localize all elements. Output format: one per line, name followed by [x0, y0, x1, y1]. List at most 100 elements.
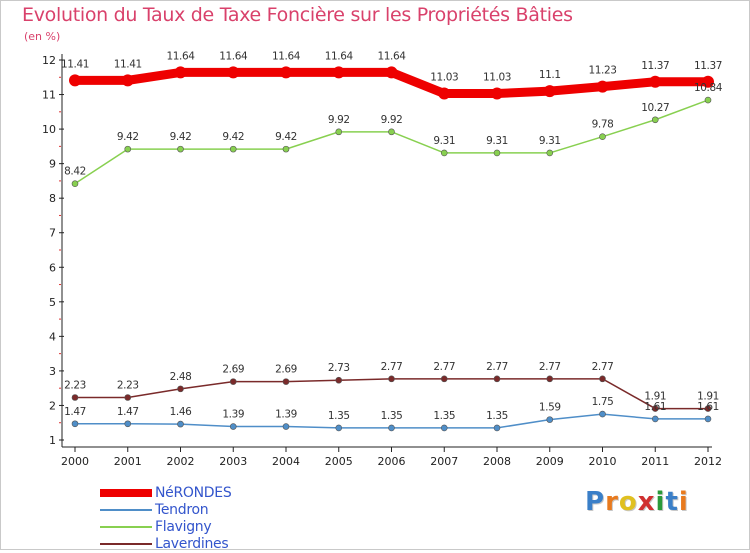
data-point: [174, 66, 187, 79]
data-label: 2.69: [275, 364, 297, 376]
data-point: [546, 375, 554, 383]
legend-swatch-nerondes: [100, 489, 152, 497]
data-label: 11.23: [588, 65, 616, 77]
data-point: [124, 420, 132, 428]
y-tick-label: 10: [42, 123, 56, 136]
data-label: 2.73: [328, 362, 350, 374]
data-label: 11.64: [272, 50, 301, 62]
y-axis-unit-label: (en %): [24, 30, 61, 43]
legend-swatch-laverdines: [100, 543, 152, 545]
data-point: [704, 415, 712, 423]
x-tick-label: 2001: [114, 455, 142, 468]
data-point: [388, 424, 395, 432]
proxiti-logo: Proxiti: [585, 487, 689, 517]
data-label: 1.35: [381, 410, 403, 422]
data-point: [599, 410, 606, 418]
data-point: [704, 96, 712, 104]
data-label: 1.39: [275, 409, 297, 421]
data-point: [388, 375, 395, 383]
x-tick-label: 2007: [430, 455, 458, 468]
data-label: 9.92: [328, 114, 350, 126]
data-label: 9.42: [170, 131, 192, 143]
logo-letter: x: [637, 487, 656, 517]
data-label: 9.31: [486, 135, 508, 147]
data-label: 11.37: [694, 60, 722, 72]
chart-title: Evolution du Taux de Taxe Foncière sur l…: [22, 4, 573, 26]
legend-swatch-flavigny: [100, 526, 152, 528]
data-point: [332, 66, 345, 79]
data-point: [649, 75, 662, 88]
y-tick-label: 9: [49, 158, 56, 171]
data-point: [335, 424, 343, 432]
data-point: [71, 394, 79, 401]
data-label: 1.35: [433, 410, 455, 422]
data-label: 11.1: [539, 69, 561, 81]
data-point: [440, 149, 448, 157]
data-point: [71, 180, 79, 187]
legend-label-nerondes: NéRONDES: [155, 485, 232, 501]
data-label: 2.48: [170, 371, 192, 383]
data-point: [280, 66, 292, 79]
data-label: 1.91: [644, 391, 666, 403]
data-label: 10.27: [641, 102, 669, 114]
data-point: [177, 385, 184, 393]
data-point: [491, 87, 503, 100]
data-label: 1.47: [117, 406, 139, 418]
data-label: 10.84: [694, 82, 723, 94]
data-point: [71, 420, 79, 428]
y-tick-label: 2: [49, 399, 56, 412]
y-tick-label: 3: [49, 365, 56, 378]
data-label: 11.37: [641, 60, 669, 72]
data-label: 11.64: [377, 50, 406, 62]
data-point: [282, 423, 290, 430]
data-point: [599, 133, 606, 140]
data-label: 2.77: [592, 361, 614, 373]
data-point: [385, 66, 398, 79]
data-label: 1.47: [64, 406, 86, 418]
logo-letter: i: [678, 487, 689, 517]
data-label: 9.78: [592, 119, 614, 131]
data-point: [335, 376, 343, 384]
x-tick-label: 2009: [536, 455, 564, 468]
y-tick-label: 4: [49, 330, 56, 343]
data-label: 8.42: [64, 166, 86, 178]
data-point: [121, 74, 134, 87]
data-label: 1.35: [328, 410, 350, 422]
data-label: 11.41: [114, 58, 142, 70]
legend-label-flavigny: Flavigny: [155, 519, 212, 535]
data-label: 1.91: [697, 391, 719, 403]
data-label: 2.23: [117, 380, 139, 392]
data-label: 9.92: [381, 114, 403, 126]
data-label: 2.77: [433, 361, 455, 373]
logo-letter: i: [655, 487, 666, 517]
x-tick-label: 2008: [483, 455, 511, 468]
data-label: 1.61: [644, 401, 666, 413]
data-label: 9.42: [222, 131, 244, 143]
y-tick-label: 5: [49, 296, 56, 309]
data-label: 11.64: [325, 50, 354, 62]
data-label: 2.23: [64, 380, 86, 392]
legend-label-tendron: Tendron: [155, 502, 209, 518]
data-point: [440, 375, 448, 383]
x-tick-label: 2012: [694, 455, 722, 468]
logo-letter: r: [605, 487, 619, 517]
x-tick-label: 2003: [219, 455, 247, 468]
data-point: [493, 375, 501, 383]
data-point: [596, 80, 609, 93]
data-label: 9.42: [117, 131, 139, 143]
data-point: [651, 405, 659, 412]
data-point: [69, 74, 81, 87]
data-label: 1.75: [592, 396, 614, 408]
data-point: [177, 420, 184, 428]
data-point: [388, 128, 395, 136]
data-point: [335, 128, 343, 136]
data-point: [177, 145, 184, 153]
data-label: 9.42: [275, 131, 297, 143]
data-point: [546, 149, 554, 157]
data-point: [124, 394, 132, 401]
x-tick-label: 2010: [589, 455, 617, 468]
data-point: [229, 145, 237, 153]
logo-letter: o: [618, 487, 638, 517]
data-label: 11.03: [430, 72, 458, 84]
